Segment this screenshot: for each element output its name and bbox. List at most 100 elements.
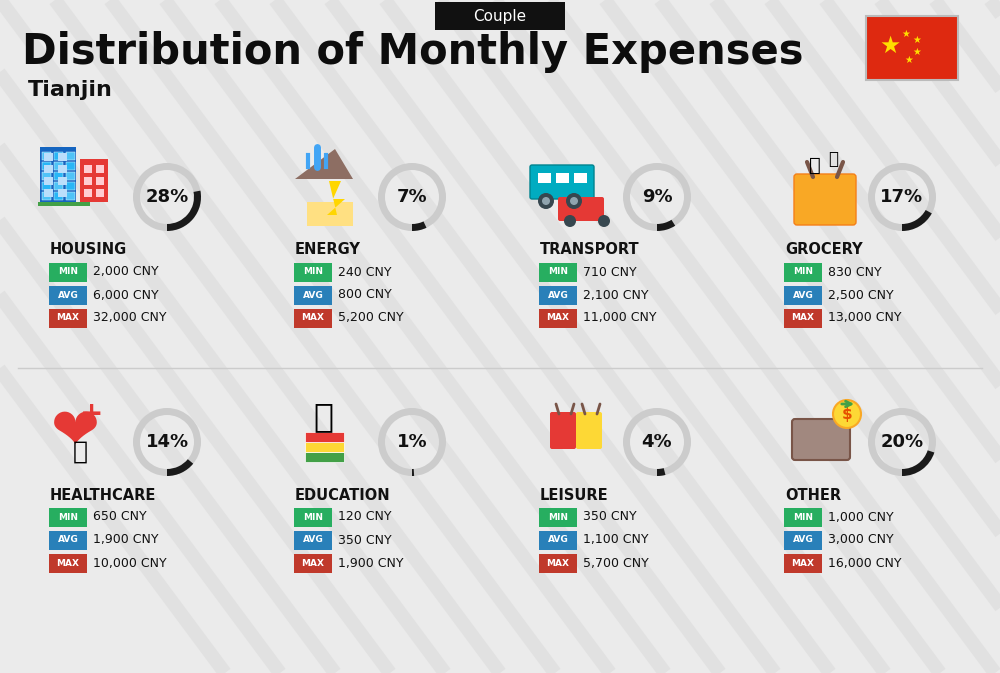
FancyBboxPatch shape xyxy=(435,2,565,30)
FancyBboxPatch shape xyxy=(866,16,958,80)
Text: 1,900 CNY: 1,900 CNY xyxy=(93,534,158,546)
Wedge shape xyxy=(623,408,691,476)
FancyBboxPatch shape xyxy=(66,162,75,170)
FancyBboxPatch shape xyxy=(539,530,577,549)
Text: 830 CNY: 830 CNY xyxy=(828,266,882,279)
FancyBboxPatch shape xyxy=(538,173,551,183)
FancyBboxPatch shape xyxy=(66,182,75,190)
Text: 17%: 17% xyxy=(880,188,924,206)
Polygon shape xyxy=(295,149,353,179)
Text: 350 CNY: 350 CNY xyxy=(338,534,392,546)
FancyBboxPatch shape xyxy=(84,177,92,185)
FancyBboxPatch shape xyxy=(42,182,51,190)
Text: 7%: 7% xyxy=(397,188,427,206)
FancyBboxPatch shape xyxy=(54,192,63,200)
FancyBboxPatch shape xyxy=(794,174,856,225)
Text: AVG: AVG xyxy=(793,536,813,544)
Text: MIN: MIN xyxy=(58,513,78,522)
FancyBboxPatch shape xyxy=(556,173,569,183)
FancyBboxPatch shape xyxy=(784,262,822,281)
FancyBboxPatch shape xyxy=(576,412,602,449)
Wedge shape xyxy=(902,210,932,231)
FancyBboxPatch shape xyxy=(44,153,53,161)
FancyBboxPatch shape xyxy=(40,147,76,202)
FancyBboxPatch shape xyxy=(784,530,822,549)
FancyBboxPatch shape xyxy=(66,192,75,200)
Text: 🎓: 🎓 xyxy=(313,400,333,433)
Text: 5,200 CNY: 5,200 CNY xyxy=(338,312,404,324)
Text: MAX: MAX xyxy=(302,559,324,567)
Text: MIN: MIN xyxy=(793,513,813,522)
Text: MIN: MIN xyxy=(303,513,323,522)
Circle shape xyxy=(566,193,582,209)
FancyBboxPatch shape xyxy=(42,192,51,200)
FancyBboxPatch shape xyxy=(58,177,67,185)
Wedge shape xyxy=(657,468,665,476)
FancyBboxPatch shape xyxy=(44,165,53,173)
FancyBboxPatch shape xyxy=(784,285,822,304)
Text: 240 CNY: 240 CNY xyxy=(338,266,392,279)
Wedge shape xyxy=(167,459,193,476)
Text: MAX: MAX xyxy=(546,559,570,567)
Wedge shape xyxy=(868,408,936,476)
FancyBboxPatch shape xyxy=(784,308,822,328)
Text: 800 CNY: 800 CNY xyxy=(338,289,392,302)
FancyBboxPatch shape xyxy=(42,172,51,180)
FancyBboxPatch shape xyxy=(96,177,104,185)
Text: MIN: MIN xyxy=(548,513,568,522)
FancyBboxPatch shape xyxy=(539,553,577,573)
Circle shape xyxy=(570,197,578,205)
Text: MAX: MAX xyxy=(56,559,80,567)
Text: AVG: AVG xyxy=(548,291,568,299)
Text: 🥕: 🥕 xyxy=(828,150,838,168)
Text: MAX: MAX xyxy=(792,559,814,567)
Wedge shape xyxy=(133,163,201,231)
FancyBboxPatch shape xyxy=(792,419,850,460)
Wedge shape xyxy=(133,408,201,476)
FancyBboxPatch shape xyxy=(304,441,344,452)
Text: 650 CNY: 650 CNY xyxy=(93,511,147,524)
FancyBboxPatch shape xyxy=(294,262,332,281)
FancyBboxPatch shape xyxy=(54,172,63,180)
FancyBboxPatch shape xyxy=(558,197,604,221)
Text: 20%: 20% xyxy=(880,433,924,451)
Text: 🥦: 🥦 xyxy=(809,155,821,174)
FancyBboxPatch shape xyxy=(539,308,577,328)
FancyBboxPatch shape xyxy=(84,189,92,197)
Text: 28%: 28% xyxy=(145,188,189,206)
Text: Distribution of Monthly Expenses: Distribution of Monthly Expenses xyxy=(22,31,804,73)
Text: ★: ★ xyxy=(879,34,901,58)
Text: 6,000 CNY: 6,000 CNY xyxy=(93,289,159,302)
FancyBboxPatch shape xyxy=(539,507,577,526)
FancyBboxPatch shape xyxy=(42,152,51,160)
Text: GROCERY: GROCERY xyxy=(785,242,863,258)
FancyBboxPatch shape xyxy=(784,507,822,526)
Text: 9%: 9% xyxy=(642,188,672,206)
Wedge shape xyxy=(657,220,675,231)
FancyBboxPatch shape xyxy=(294,308,332,328)
FancyBboxPatch shape xyxy=(294,285,332,304)
Text: 2,500 CNY: 2,500 CNY xyxy=(828,289,894,302)
Text: 13,000 CNY: 13,000 CNY xyxy=(828,312,902,324)
Text: $: $ xyxy=(842,406,852,421)
Text: 10,000 CNY: 10,000 CNY xyxy=(93,557,167,569)
Wedge shape xyxy=(378,163,446,231)
Text: 5,700 CNY: 5,700 CNY xyxy=(583,557,649,569)
Wedge shape xyxy=(167,190,201,231)
FancyBboxPatch shape xyxy=(49,308,87,328)
Text: ★: ★ xyxy=(902,29,910,39)
Text: ★: ★ xyxy=(913,35,921,45)
Text: ❤: ❤ xyxy=(51,404,99,460)
FancyBboxPatch shape xyxy=(294,530,332,549)
FancyBboxPatch shape xyxy=(96,165,104,173)
Text: 4%: 4% xyxy=(642,433,672,451)
FancyBboxPatch shape xyxy=(42,162,51,170)
FancyBboxPatch shape xyxy=(294,553,332,573)
Text: HOUSING: HOUSING xyxy=(50,242,127,258)
FancyBboxPatch shape xyxy=(550,412,576,449)
Text: AVG: AVG xyxy=(58,536,78,544)
Text: 710 CNY: 710 CNY xyxy=(583,266,637,279)
Text: MIN: MIN xyxy=(303,267,323,277)
Text: TRANSPORT: TRANSPORT xyxy=(540,242,640,258)
Text: 1,900 CNY: 1,900 CNY xyxy=(338,557,404,569)
